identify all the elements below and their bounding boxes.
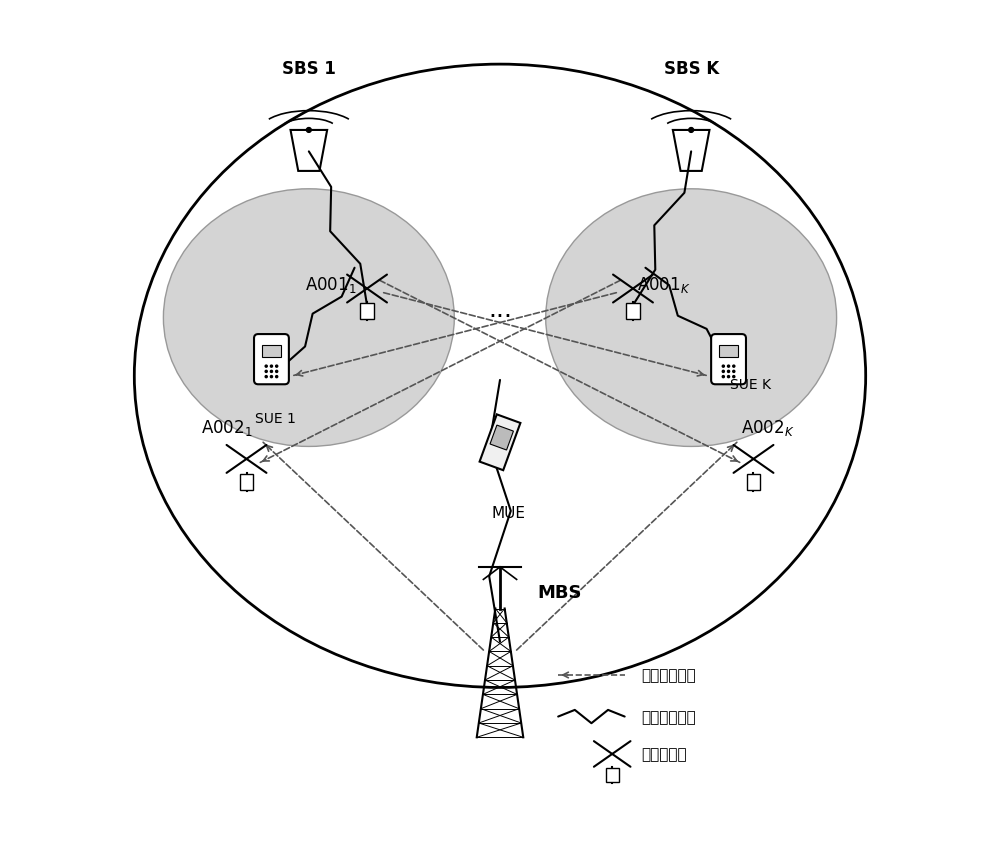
Text: MBS: MBS bbox=[537, 583, 582, 601]
Circle shape bbox=[722, 371, 724, 373]
Circle shape bbox=[306, 128, 311, 133]
Polygon shape bbox=[490, 425, 513, 451]
Text: SUE 1: SUE 1 bbox=[255, 411, 296, 425]
Circle shape bbox=[265, 376, 267, 378]
Circle shape bbox=[276, 365, 278, 368]
Text: SBS 1: SBS 1 bbox=[282, 60, 336, 78]
Ellipse shape bbox=[546, 190, 837, 447]
Bar bbox=[719, 346, 738, 358]
Circle shape bbox=[276, 371, 278, 373]
Text: MUE: MUE bbox=[491, 505, 525, 520]
Bar bbox=[606, 768, 619, 782]
Bar bbox=[626, 304, 640, 320]
Text: A001$_K$: A001$_K$ bbox=[637, 275, 691, 295]
Circle shape bbox=[722, 365, 724, 368]
Polygon shape bbox=[673, 131, 709, 171]
Text: ...: ... bbox=[488, 298, 512, 322]
Circle shape bbox=[733, 376, 735, 378]
Bar bbox=[262, 346, 281, 358]
FancyBboxPatch shape bbox=[254, 335, 289, 385]
Text: 双极化天线: 双极化天线 bbox=[641, 747, 687, 761]
Circle shape bbox=[270, 371, 272, 373]
Bar bbox=[240, 474, 253, 490]
Text: A001$_1$: A001$_1$ bbox=[305, 275, 356, 295]
Circle shape bbox=[270, 376, 272, 378]
Ellipse shape bbox=[134, 65, 866, 688]
FancyBboxPatch shape bbox=[711, 335, 746, 385]
Text: SBS K: SBS K bbox=[664, 60, 719, 78]
Circle shape bbox=[728, 376, 730, 378]
Circle shape bbox=[728, 371, 730, 373]
Circle shape bbox=[270, 365, 272, 368]
Text: A002$_K$: A002$_K$ bbox=[741, 418, 795, 438]
Polygon shape bbox=[480, 415, 520, 471]
Circle shape bbox=[276, 376, 278, 378]
Text: SUE K: SUE K bbox=[730, 377, 771, 392]
Circle shape bbox=[689, 128, 694, 133]
Bar bbox=[747, 474, 760, 490]
Text: A002$_1$: A002$_1$ bbox=[201, 418, 252, 438]
Text: 干扰信号链路: 干扰信号链路 bbox=[641, 668, 696, 683]
Circle shape bbox=[265, 371, 267, 373]
Ellipse shape bbox=[163, 190, 454, 447]
Bar bbox=[360, 304, 374, 320]
Circle shape bbox=[265, 365, 267, 368]
Polygon shape bbox=[291, 131, 327, 171]
Circle shape bbox=[733, 371, 735, 373]
Circle shape bbox=[733, 365, 735, 368]
Circle shape bbox=[722, 376, 724, 378]
Text: 目标信号链路: 目标信号链路 bbox=[641, 709, 696, 724]
Circle shape bbox=[728, 365, 730, 368]
